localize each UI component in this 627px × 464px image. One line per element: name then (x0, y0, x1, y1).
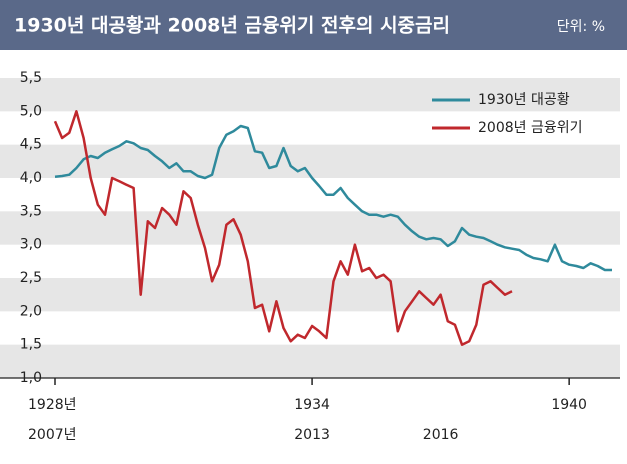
x-tick-label: 2013 (294, 427, 330, 443)
x-tick-label: 2016 (423, 427, 459, 443)
x-tick-label: 2007년 (28, 427, 77, 443)
grid-band (0, 78, 620, 112)
grid-band (0, 344, 620, 378)
x-tick-label: 1940 (551, 397, 587, 413)
x-tick-label: 1934 (294, 397, 330, 413)
grid-band (0, 144, 620, 178)
x-tick-label: 1928년 (28, 397, 77, 413)
unit-label: 단위: % (557, 19, 605, 35)
series-line (53, 110, 513, 346)
legend-label: 2008년 금융위기 (478, 120, 582, 136)
y-tick-label: 4,0 (20, 170, 42, 186)
y-tick-label: 2,5 (20, 270, 42, 286)
y-tick-label: 2,0 (20, 303, 42, 319)
y-tick-label: 3,5 (20, 203, 42, 219)
title-bar (0, 0, 627, 50)
y-tick-label: 1,5 (20, 337, 42, 353)
y-tick-label: 5,5 (20, 70, 42, 86)
grid-band (0, 211, 620, 245)
chart-title: 1930년 대공황과 2008년 금융위기 전후의 시중금리 (14, 14, 450, 37)
series-line (54, 124, 612, 272)
grid-band (0, 278, 620, 312)
y-tick-label: 3,0 (20, 237, 42, 253)
y-tick-label: 4,5 (20, 137, 42, 153)
legend-label: 1930년 대공황 (478, 92, 570, 108)
y-tick-label: 5,0 (20, 103, 42, 119)
